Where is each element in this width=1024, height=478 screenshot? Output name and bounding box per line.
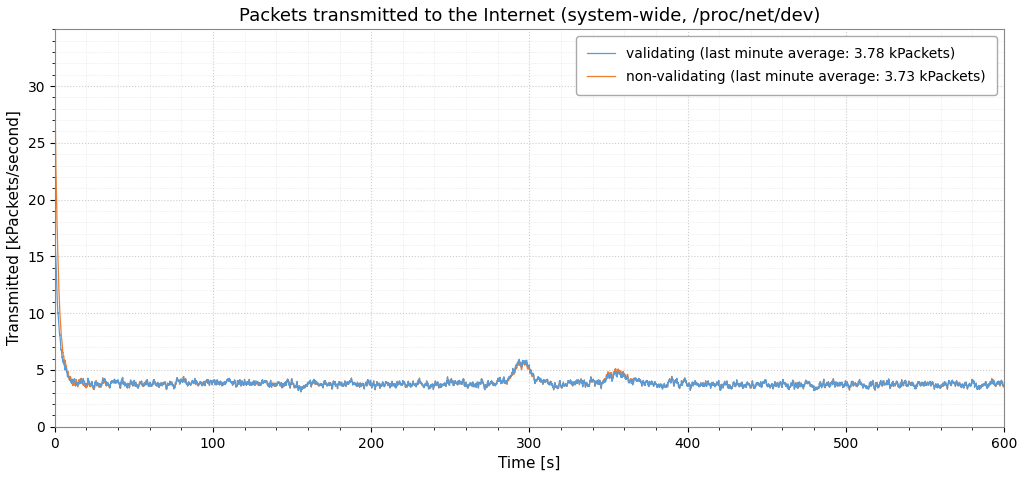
validating (last minute average: 3.78 kPackets): (269, 3.82): 3.78 kPackets): (269, 3.82) [474,380,486,386]
non-validating (last minute average: 3.73 kPackets): (600, 3.53): 3.73 kPackets): (600, 3.53) [997,384,1010,390]
non-validating (last minute average: 3.73 kPackets): (139, 3.71): 3.73 kPackets): (139, 3.71) [269,382,282,388]
validating (last minute average: 3.78 kPackets): (143, 3.59): 3.78 kPackets): (143, 3.59) [274,383,287,389]
validating (last minute average: 3.78 kPackets): (595, 3.74): 3.78 kPackets): (595, 3.74) [990,381,1002,387]
validating (last minute average: 3.78 kPackets): (156, 3.1): 3.78 kPackets): (156, 3.1) [295,389,307,394]
Line: non-validating (last minute average: 3.73 kPackets): non-validating (last minute average: 3.7… [55,91,1004,392]
non-validating (last minute average: 3.73 kPackets): (0, 29.5): 3.73 kPackets): (0, 29.5) [49,88,61,94]
validating (last minute average: 3.78 kPackets): (0, 17.1): 3.78 kPackets): (0, 17.1) [49,230,61,236]
non-validating (last minute average: 3.73 kPackets): (269, 3.8): 3.73 kPackets): (269, 3.8) [474,380,486,386]
non-validating (last minute average: 3.73 kPackets): (143, 3.59): 3.73 kPackets): (143, 3.59) [274,383,287,389]
non-validating (last minute average: 3.73 kPackets): (156, 3.07): 3.73 kPackets): (156, 3.07) [295,389,307,395]
validating (last minute average: 3.78 kPackets): (139, 3.74): 3.78 kPackets): (139, 3.74) [269,381,282,387]
non-validating (last minute average: 3.73 kPackets): (226, 3.78): 3.73 kPackets): (226, 3.78) [407,381,419,387]
Legend: validating (last minute average: 3.78 kPackets), non-validating (last minute ave: validating (last minute average: 3.78 kP… [577,36,997,95]
Y-axis label: Transmitted [kPackets/second]: Transmitted [kPackets/second] [7,110,22,346]
X-axis label: Time [s]: Time [s] [498,456,560,471]
Title: Packets transmitted to the Internet (system-wide, /proc/net/dev): Packets transmitted to the Internet (sys… [239,7,820,25]
validating (last minute average: 3.78 kPackets): (146, 3.84): 3.78 kPackets): (146, 3.84) [279,380,291,386]
non-validating (last minute average: 3.73 kPackets): (595, 3.76): 3.73 kPackets): (595, 3.76) [990,381,1002,387]
non-validating (last minute average: 3.73 kPackets): (146, 3.78): 3.73 kPackets): (146, 3.78) [279,381,291,387]
Line: validating (last minute average: 3.78 kPackets): validating (last minute average: 3.78 kP… [55,233,1004,391]
validating (last minute average: 3.78 kPackets): (226, 3.78): 3.78 kPackets): (226, 3.78) [407,381,419,387]
validating (last minute average: 3.78 kPackets): (600, 3.56): 3.78 kPackets): (600, 3.56) [997,383,1010,389]
